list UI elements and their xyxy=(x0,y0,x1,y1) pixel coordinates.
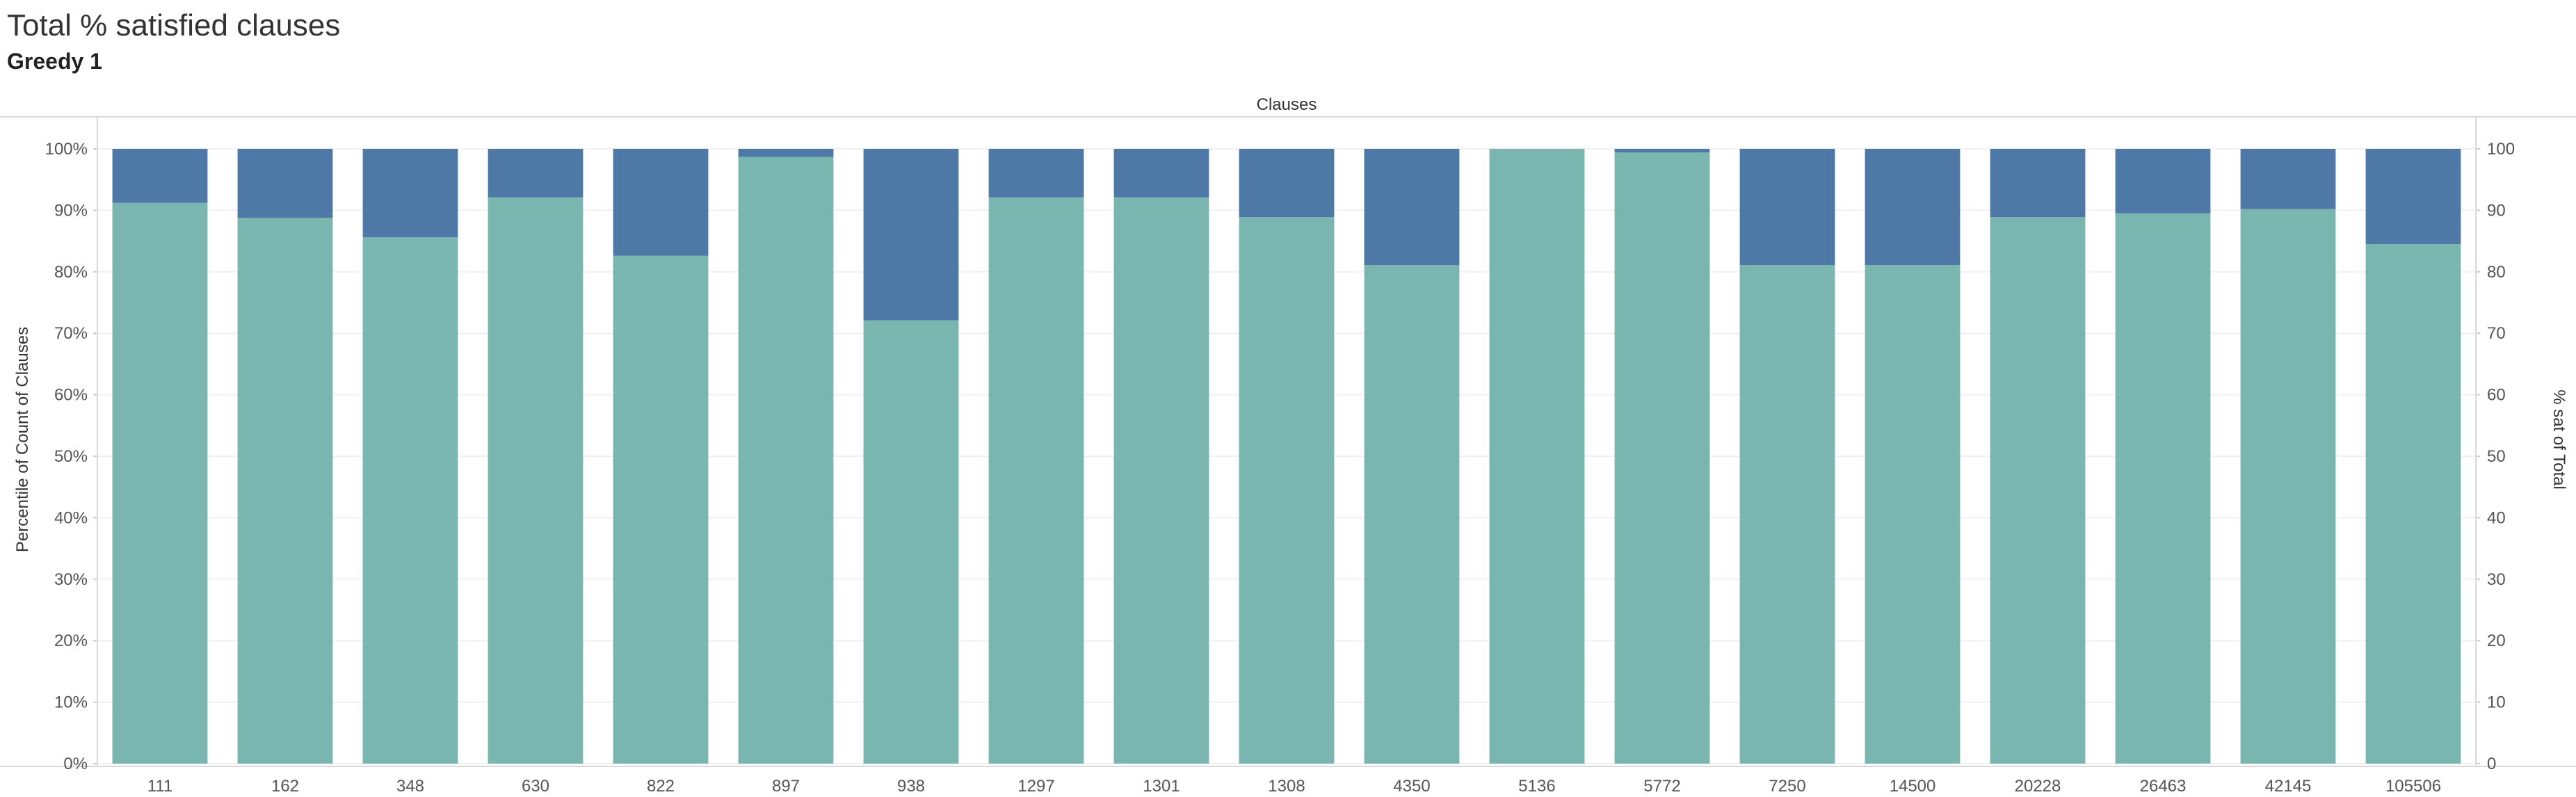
x-tick-label: 5136 xyxy=(1518,777,1555,796)
x-tick-label: 1308 xyxy=(1268,777,1305,796)
bar-segment-satisfied[interactable] xyxy=(1364,265,1460,764)
bar-segment-unsatisfied[interactable] xyxy=(2365,149,2461,245)
chart-subtitle: Greedy 1 xyxy=(7,49,102,74)
x-tick-label: 897 xyxy=(772,777,800,796)
bar-segment-satisfied[interactable] xyxy=(237,218,333,764)
y2-tick-label: 80 xyxy=(2487,263,2506,282)
y2-tick-label: 100 xyxy=(2487,140,2515,159)
bar-segment-unsatisfied[interactable] xyxy=(1239,149,1335,218)
bar-segment-unsatisfied[interactable] xyxy=(2115,149,2211,214)
bar-segment-satisfied[interactable] xyxy=(1113,197,1209,764)
y-tick-label: 10% xyxy=(54,693,88,712)
y2-tick-label: 60 xyxy=(2487,386,2506,405)
y2-tick-label: 20 xyxy=(2487,631,2506,650)
bar-segment-satisfied[interactable] xyxy=(1739,265,1835,764)
x-tick-label: 1297 xyxy=(1017,777,1054,796)
y-tick-label: 30% xyxy=(54,570,88,589)
y-tick-label: 20% xyxy=(54,631,88,650)
bar-segment-unsatisfied[interactable] xyxy=(237,149,333,218)
bar-segment-unsatisfied[interactable] xyxy=(738,149,834,157)
y-tick-label: 70% xyxy=(54,324,88,343)
x-tick-label: 111 xyxy=(147,777,172,796)
bar-segment-unsatisfied[interactable] xyxy=(988,149,1084,198)
y-axis-label: Percentile of Count of Clauses xyxy=(13,327,32,552)
y-tick-label: 100% xyxy=(45,140,88,159)
bar-segment-satisfied[interactable] xyxy=(2365,244,2461,764)
bar-segment-unsatisfied[interactable] xyxy=(1865,149,1961,266)
bar-segment-unsatisfied[interactable] xyxy=(1990,149,2086,218)
y-tick-label: 90% xyxy=(54,201,88,220)
bar-segment-satisfied[interactable] xyxy=(988,197,1084,764)
x-tick-label: 105506 xyxy=(2385,777,2441,796)
x-tick-label: 20228 xyxy=(2015,777,2061,796)
x-tick-label: 14500 xyxy=(1890,777,1936,796)
bar-segment-satisfied[interactable] xyxy=(738,156,834,764)
x-tick-label: 938 xyxy=(897,777,925,796)
bar-segment-satisfied[interactable] xyxy=(1614,152,1710,764)
x-tick-label: 7250 xyxy=(1769,777,1805,796)
x-tick-label: 822 xyxy=(647,777,675,796)
bar-segment-satisfied[interactable] xyxy=(112,202,208,764)
y-tick-label: 40% xyxy=(54,508,88,527)
x-tick-label: 5772 xyxy=(1643,777,1680,796)
bar-segment-satisfied[interactable] xyxy=(1489,149,1585,764)
bar-segment-unsatisfied[interactable] xyxy=(1364,149,1460,266)
x-tick-label: 162 xyxy=(271,777,299,796)
bar-segment-satisfied[interactable] xyxy=(2115,213,2211,764)
x-tick-label: 348 xyxy=(396,777,424,796)
y-tick-label: 60% xyxy=(54,386,88,405)
bar-segment-unsatisfied[interactable] xyxy=(863,149,959,321)
bar-segment-unsatisfied[interactable] xyxy=(112,149,208,203)
y2-tick-label: 30 xyxy=(2487,570,2506,589)
y2-tick-label: 70 xyxy=(2487,324,2506,343)
bar-segment-unsatisfied[interactable] xyxy=(1739,149,1835,266)
y-tick-label: 80% xyxy=(54,263,88,282)
bar-segment-satisfied[interactable] xyxy=(2240,209,2336,764)
bar-segment-unsatisfied[interactable] xyxy=(488,149,583,198)
bar-segment-satisfied[interactable] xyxy=(863,320,959,764)
column-header: Clauses xyxy=(1257,95,1317,114)
bar-segment-unsatisfied[interactable] xyxy=(362,149,458,238)
y-tick-label: 50% xyxy=(54,447,88,466)
x-tick-label: 1301 xyxy=(1143,777,1180,796)
bar-segment-satisfied[interactable] xyxy=(1865,265,1961,764)
y-tick-label: 0% xyxy=(63,755,88,773)
bar-segment-satisfied[interactable] xyxy=(1990,217,2086,764)
bar-segment-unsatisfied[interactable] xyxy=(2240,149,2336,209)
bar-segment-satisfied[interactable] xyxy=(613,255,709,764)
x-tick-label: 26463 xyxy=(2140,777,2187,796)
bar-segment-satisfied[interactable] xyxy=(362,237,458,764)
bar-segment-satisfied[interactable] xyxy=(488,197,583,764)
y2-tick-label: 90 xyxy=(2487,201,2506,220)
y2-tick-label: 0 xyxy=(2487,755,2496,773)
y2-axis-label: % sat of Total xyxy=(2550,389,2568,490)
bar-segment-unsatisfied[interactable] xyxy=(613,149,709,256)
x-tick-label: 4350 xyxy=(1393,777,1430,796)
x-tick-label: 42145 xyxy=(2265,777,2312,796)
chart-title: Total % satisfied clauses xyxy=(7,8,341,42)
bar-segment-unsatisfied[interactable] xyxy=(1614,149,1710,153)
y2-tick-label: 40 xyxy=(2487,508,2506,527)
bar-segment-satisfied[interactable] xyxy=(1239,217,1335,764)
bar-segment-unsatisfied[interactable] xyxy=(1113,149,1209,198)
y2-tick-label: 10 xyxy=(2487,693,2506,712)
y2-tick-label: 50 xyxy=(2487,447,2506,466)
x-tick-label: 630 xyxy=(522,777,549,796)
